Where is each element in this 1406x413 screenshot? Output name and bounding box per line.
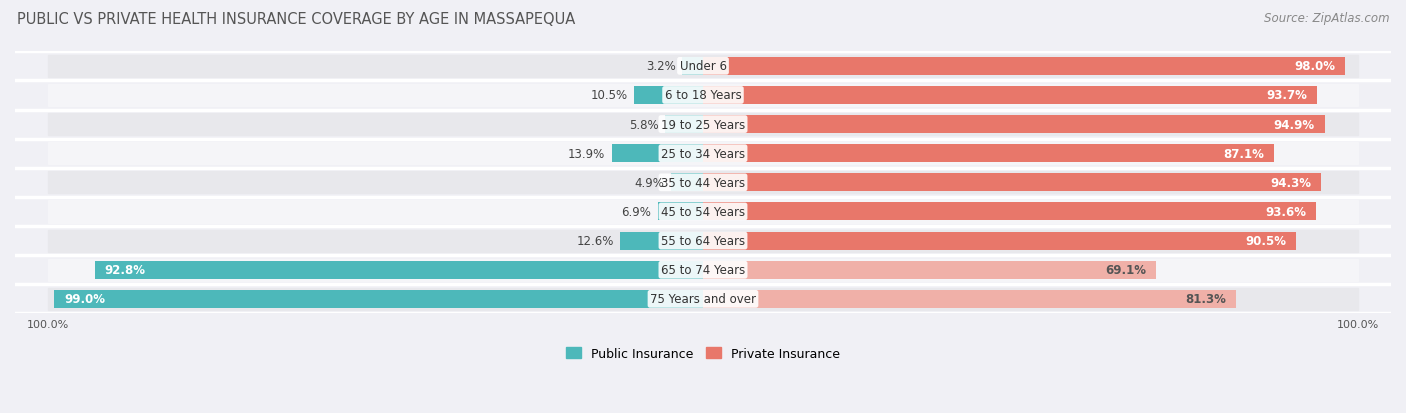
Text: 55 to 64 Years: 55 to 64 Years xyxy=(661,235,745,247)
Bar xyxy=(682,58,703,76)
Text: 94.9%: 94.9% xyxy=(1274,118,1315,131)
Text: 87.1%: 87.1% xyxy=(1223,147,1264,160)
Text: 25 to 34 Years: 25 to 34 Years xyxy=(661,147,745,160)
Bar xyxy=(48,201,1358,223)
Bar xyxy=(48,288,1358,310)
Text: Under 6: Under 6 xyxy=(679,60,727,73)
Bar xyxy=(665,116,703,134)
Text: 5.8%: 5.8% xyxy=(628,118,658,131)
Text: 69.1%: 69.1% xyxy=(1105,263,1146,277)
Text: 65 to 74 Years: 65 to 74 Years xyxy=(661,263,745,277)
Bar xyxy=(48,114,1358,136)
Text: 4.9%: 4.9% xyxy=(634,176,665,190)
Bar xyxy=(48,172,1358,194)
Text: 98.0%: 98.0% xyxy=(1295,60,1336,73)
Bar xyxy=(703,290,1236,308)
Bar xyxy=(703,145,1274,163)
Bar xyxy=(634,87,703,105)
Bar xyxy=(671,174,703,192)
Bar xyxy=(612,145,703,163)
Bar xyxy=(703,87,1317,105)
Text: 93.6%: 93.6% xyxy=(1265,206,1306,218)
Text: PUBLIC VS PRIVATE HEALTH INSURANCE COVERAGE BY AGE IN MASSAPEQUA: PUBLIC VS PRIVATE HEALTH INSURANCE COVER… xyxy=(17,12,575,27)
Text: Source: ZipAtlas.com: Source: ZipAtlas.com xyxy=(1264,12,1389,25)
Bar xyxy=(48,85,1358,107)
Text: 12.6%: 12.6% xyxy=(576,235,614,247)
Text: 81.3%: 81.3% xyxy=(1185,293,1226,306)
Text: 6.9%: 6.9% xyxy=(621,206,651,218)
Bar xyxy=(48,230,1358,252)
Bar xyxy=(55,290,703,308)
Text: 94.3%: 94.3% xyxy=(1270,176,1310,190)
Bar xyxy=(48,56,1358,78)
Text: 10.5%: 10.5% xyxy=(591,89,627,102)
Bar xyxy=(658,203,703,221)
Text: 3.2%: 3.2% xyxy=(645,60,675,73)
Bar xyxy=(703,203,1316,221)
Text: 6 to 18 Years: 6 to 18 Years xyxy=(665,89,741,102)
Bar xyxy=(703,174,1320,192)
Bar xyxy=(48,259,1358,281)
Text: 13.9%: 13.9% xyxy=(568,147,606,160)
Bar xyxy=(703,261,1156,279)
Text: 19 to 25 Years: 19 to 25 Years xyxy=(661,118,745,131)
Text: 90.5%: 90.5% xyxy=(1246,235,1286,247)
Text: 75 Years and over: 75 Years and over xyxy=(650,293,756,306)
Bar xyxy=(703,116,1324,134)
Bar xyxy=(620,232,703,250)
Text: 92.8%: 92.8% xyxy=(105,263,146,277)
Text: 93.7%: 93.7% xyxy=(1267,89,1308,102)
Text: 45 to 54 Years: 45 to 54 Years xyxy=(661,206,745,218)
Legend: Public Insurance, Private Insurance: Public Insurance, Private Insurance xyxy=(561,342,845,365)
Bar xyxy=(96,261,703,279)
Bar xyxy=(703,58,1346,76)
Text: 35 to 44 Years: 35 to 44 Years xyxy=(661,176,745,190)
Bar xyxy=(48,143,1358,165)
Text: 99.0%: 99.0% xyxy=(65,293,105,306)
Bar xyxy=(703,232,1296,250)
